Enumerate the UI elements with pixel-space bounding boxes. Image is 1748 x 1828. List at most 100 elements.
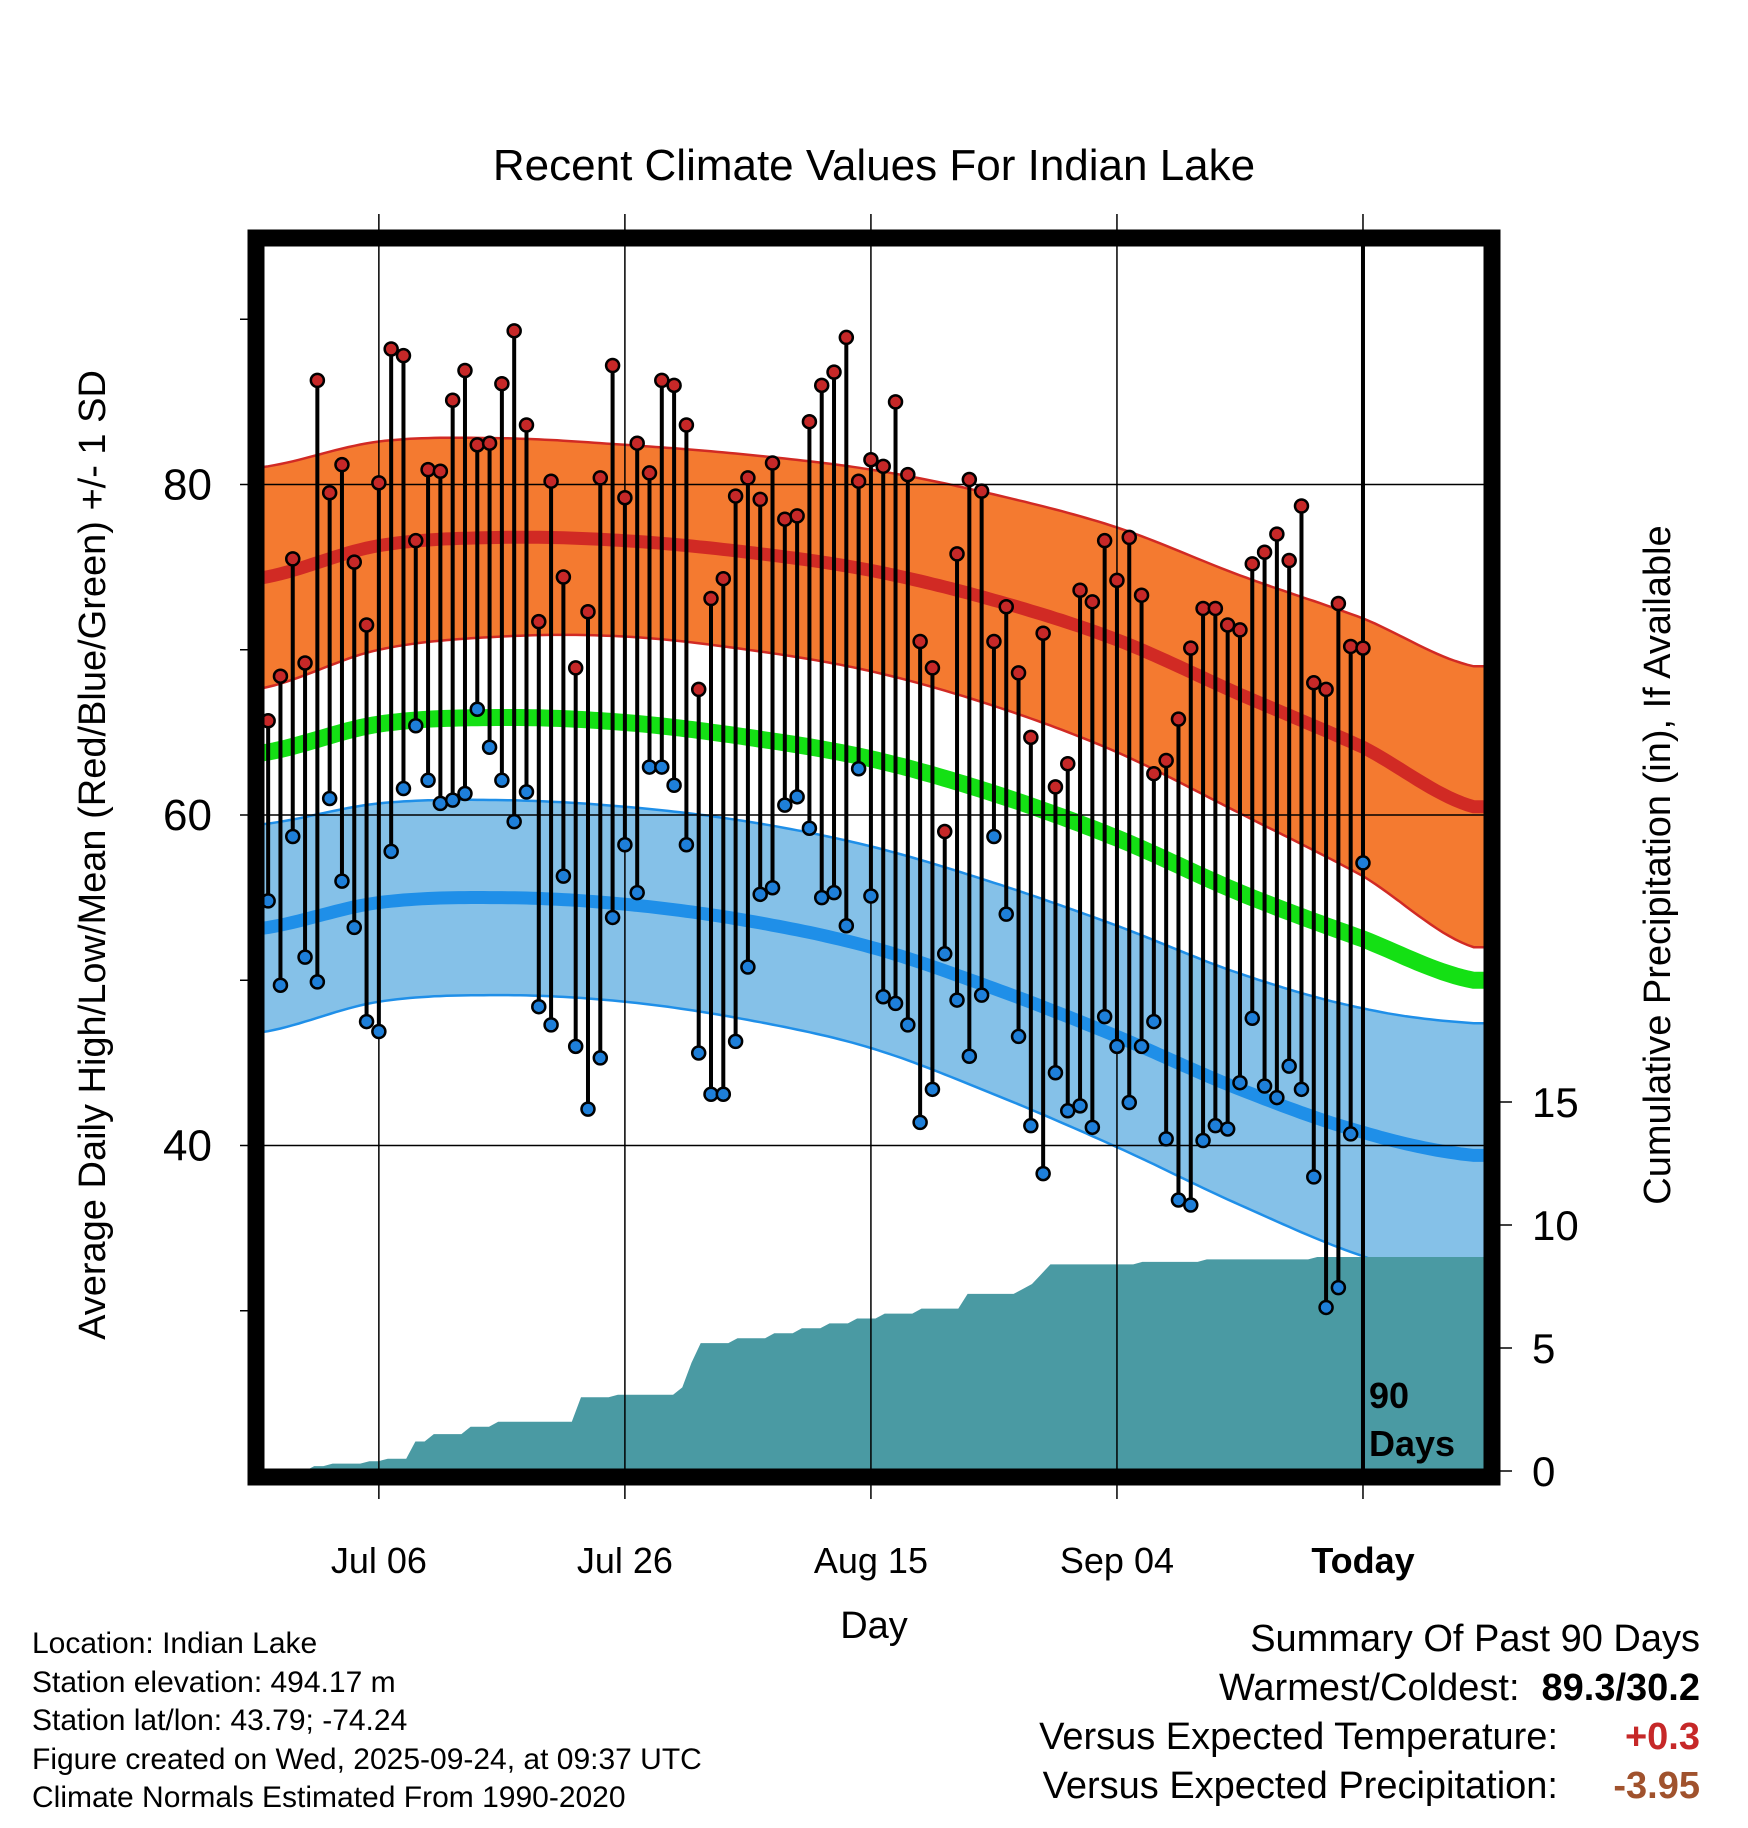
low-dot [973, 987, 990, 1003]
high-dot [727, 488, 744, 504]
high-dot [826, 364, 842, 380]
high-dot [678, 417, 695, 433]
low-dot [887, 995, 904, 1012]
high-dot [936, 823, 953, 840]
latlon-text: Station lat/lon: 43.79; -74.24 [32, 1704, 408, 1737]
low-dot [420, 772, 436, 789]
low-dot [1059, 1103, 1076, 1119]
low-dot [924, 1081, 941, 1098]
high-dot [715, 570, 732, 587]
low-dot [444, 792, 461, 808]
low-dot [469, 701, 486, 717]
high-dot [309, 372, 326, 389]
low-dot [371, 1023, 387, 1040]
daily-dots [260, 323, 1371, 1316]
warm-cold-value: 89.3/30.2 [1541, 1667, 1700, 1709]
high-dot [961, 471, 978, 488]
high-dot [334, 456, 350, 473]
high-dot [789, 508, 805, 524]
low-dot [1207, 1117, 1224, 1134]
low-dot [789, 789, 805, 805]
low-dot [506, 813, 522, 830]
high-dot [1109, 572, 1125, 589]
high-dot [580, 603, 596, 620]
high-dot [900, 466, 916, 483]
low-dot [998, 906, 1014, 922]
frame-rect [247, 229, 1501, 1486]
low-dot [654, 759, 670, 775]
low-dot [1330, 1279, 1347, 1296]
low-dot [690, 1045, 707, 1061]
high-dot [1195, 600, 1211, 617]
low-dot [531, 998, 547, 1015]
high-dot [444, 392, 461, 408]
low-dot [1306, 1169, 1322, 1185]
y2-tick-label-15: 15 [1532, 1079, 1579, 1126]
high-dot [998, 599, 1014, 615]
high-dot [297, 655, 313, 671]
low-dot [703, 1086, 719, 1103]
high-dot [543, 473, 559, 489]
y2-tick-label-10: 10 [1532, 1202, 1579, 1249]
high-dot [875, 458, 891, 475]
low-dot [629, 884, 645, 901]
high-dot [752, 491, 768, 508]
high-dot [1072, 582, 1088, 599]
low-dot [1355, 855, 1371, 871]
high-dot [1269, 526, 1285, 542]
today-days-line2: Days [1369, 1423, 1455, 1464]
low-dot [936, 946, 953, 962]
low-dot [1023, 1117, 1039, 1134]
summary-title: Summary Of Past 90 Days [1250, 1618, 1700, 1660]
low-dot [358, 1013, 375, 1030]
low-dot [592, 1050, 609, 1066]
low-dot [1146, 1013, 1162, 1030]
high-dot [408, 532, 424, 549]
high-dot [1035, 625, 1051, 641]
high-dot [912, 633, 928, 650]
high-dot [272, 668, 289, 684]
plot-frame [247, 229, 1501, 1486]
high-dot [1158, 752, 1174, 769]
x-axis-label: Day [840, 1605, 908, 1647]
elevation-text: Station elevation: 494.17 m [32, 1665, 396, 1699]
low-dot [395, 780, 412, 797]
high-dot [973, 483, 990, 499]
low-dot [1342, 1126, 1359, 1142]
y2-tick-label-0: 0 [1532, 1448, 1555, 1495]
high-dot [469, 437, 486, 453]
high-dot [358, 617, 375, 633]
chart-title: Recent Climate Values For Indian Lake [493, 141, 1255, 190]
high-dot [617, 489, 633, 506]
low-dot [543, 1017, 559, 1033]
x-tick-label: Jul 06 [331, 1540, 427, 1581]
low-dot [1072, 1098, 1088, 1114]
low-dot [1084, 1119, 1101, 1136]
high-dot [1256, 544, 1273, 561]
low-dot [752, 886, 768, 903]
low-dot [481, 739, 498, 755]
high-dot [1330, 595, 1347, 612]
high-dot [1010, 665, 1027, 681]
low-dot [1010, 1028, 1027, 1045]
low-dot [826, 884, 842, 901]
x-tick-label: Jul 26 [577, 1540, 673, 1581]
high-dot [1281, 552, 1297, 569]
low-dot [1133, 1038, 1150, 1055]
low-dot [1183, 1197, 1199, 1213]
warm-cold-label: Warmest/Coldest: [1218, 1667, 1520, 1709]
normals-text: Climate Normals Estimated From 1990-2020 [32, 1781, 626, 1814]
high-dot [641, 465, 658, 481]
low-dot [1035, 1165, 1051, 1182]
low-dot [900, 1017, 916, 1033]
today-days-line1: 90 [1369, 1375, 1409, 1416]
low-dot [1047, 1065, 1064, 1081]
low-dot [666, 777, 682, 794]
low-dot [1232, 1074, 1248, 1091]
daily-range-bars [266, 330, 1365, 1308]
high-dot [703, 590, 719, 607]
high-dot [863, 451, 879, 468]
high-dot [654, 372, 670, 389]
high-dot [1355, 640, 1371, 656]
